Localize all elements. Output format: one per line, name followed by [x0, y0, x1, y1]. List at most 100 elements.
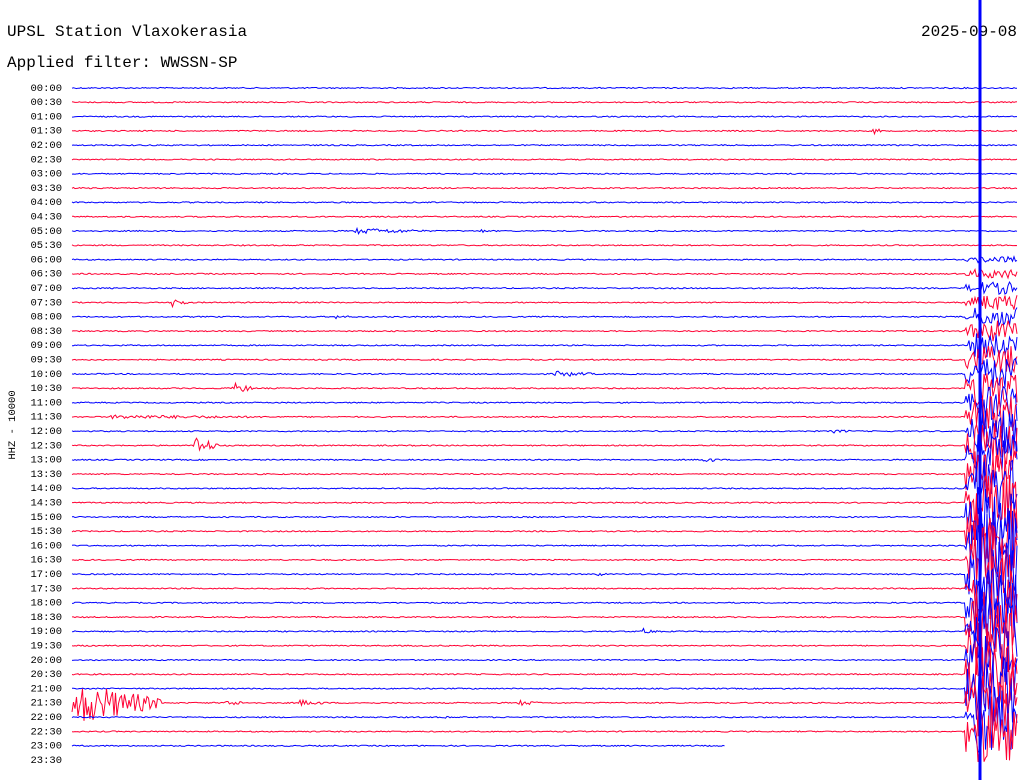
trace — [71, 255, 1018, 264]
trace — [71, 524, 1018, 585]
time-label: 09:30 — [30, 354, 62, 366]
trace — [71, 86, 1017, 90]
trace — [71, 410, 1018, 454]
trace — [71, 101, 1018, 104]
time-label: 13:00 — [30, 455, 62, 467]
time-label: 23:30 — [30, 755, 62, 767]
time-label: 21:30 — [30, 698, 62, 710]
time-label: 07:30 — [30, 297, 62, 309]
time-label: 01:30 — [30, 126, 62, 138]
time-label: 13:30 — [30, 469, 62, 481]
trace — [71, 567, 1018, 638]
trace — [71, 186, 1018, 190]
trace — [71, 541, 1018, 609]
time-label: 16:30 — [30, 555, 62, 567]
station-title: UPSL Station Vlaxokerasia — [7, 23, 247, 41]
trace — [71, 158, 1018, 161]
time-label: 00:00 — [30, 83, 62, 95]
time-label: 17:30 — [30, 583, 62, 595]
trace — [71, 385, 1018, 421]
trace — [71, 423, 1018, 468]
channel-label: HHZ - 10000 — [7, 390, 19, 459]
time-label: 09:00 — [30, 340, 62, 352]
trace — [71, 641, 1018, 707]
time-label: 06:30 — [30, 269, 62, 281]
time-label: 02:00 — [30, 140, 62, 152]
time-label: 12:00 — [30, 426, 62, 438]
trace — [71, 333, 1018, 358]
trace — [71, 320, 1018, 342]
time-label: 07:00 — [30, 283, 62, 295]
time-label: 10:30 — [30, 383, 62, 395]
trace — [71, 281, 1018, 296]
time-label: 10:00 — [30, 369, 62, 381]
time-label: 18:30 — [30, 612, 62, 624]
trace — [72, 472, 1018, 532]
trace — [71, 357, 1018, 388]
time-label: 04:00 — [30, 197, 62, 209]
time-label: 02:30 — [30, 154, 62, 166]
time-label: 11:30 — [30, 412, 62, 424]
trace — [71, 144, 1017, 147]
time-label: 17:00 — [30, 569, 62, 581]
time-label: 01:00 — [30, 111, 62, 123]
time-label: 19:00 — [30, 626, 62, 638]
time-label: 22:00 — [30, 712, 62, 724]
time-label: 20:30 — [30, 669, 62, 681]
trace — [72, 583, 1018, 652]
trace — [71, 268, 1018, 280]
time-label: 14:30 — [30, 497, 62, 509]
trace — [71, 215, 1018, 218]
trace — [71, 433, 1018, 483]
trace — [71, 505, 1018, 565]
time-label: 11:00 — [30, 397, 62, 409]
date-label: 2025-09-08 — [921, 23, 1017, 41]
trace — [71, 556, 1018, 623]
time-label: 16:00 — [30, 540, 62, 552]
trace — [71, 373, 1018, 407]
time-label: 15:00 — [30, 512, 62, 524]
time-label: 05:00 — [30, 226, 62, 238]
trace — [71, 201, 1018, 204]
trace — [71, 685, 1018, 753]
trace — [71, 669, 1018, 737]
time-label: 08:00 — [30, 312, 62, 324]
trace — [71, 627, 1018, 692]
time-label: 23:00 — [30, 741, 62, 753]
time-label: 18:00 — [30, 598, 62, 610]
trace — [71, 128, 1018, 136]
trace — [71, 696, 1018, 762]
time-label: 06:00 — [30, 254, 62, 266]
time-label: 14:00 — [30, 483, 62, 495]
traces — [71, 0, 1018, 780]
trace — [71, 612, 1018, 677]
time-label: 22:30 — [30, 726, 62, 738]
time-label: 03:30 — [30, 183, 62, 195]
trace — [71, 115, 1017, 118]
trace — [71, 459, 1018, 517]
time-label: 20:00 — [30, 655, 62, 667]
time-label: 12:30 — [30, 440, 62, 452]
trace — [71, 396, 1018, 434]
trace — [71, 346, 1018, 374]
trace — [71, 307, 1018, 327]
trace — [71, 226, 1018, 235]
trace — [71, 295, 1018, 310]
trace — [71, 450, 1018, 499]
time-label: 03:00 — [30, 169, 62, 181]
trace — [71, 596, 1018, 662]
time-label: 21:00 — [30, 683, 62, 695]
trace — [71, 744, 725, 748]
time-label: 19:30 — [30, 640, 62, 652]
filter-label: Applied filter: WWSSN-SP — [7, 54, 237, 72]
trace — [72, 655, 1018, 723]
time-label: 00:30 — [30, 97, 62, 109]
time-label: 04:30 — [30, 211, 62, 223]
trace — [71, 510, 1018, 581]
time-label: 05:30 — [30, 240, 62, 252]
time-label: 08:30 — [30, 326, 62, 338]
trace — [71, 244, 1018, 247]
trace — [71, 487, 1018, 547]
